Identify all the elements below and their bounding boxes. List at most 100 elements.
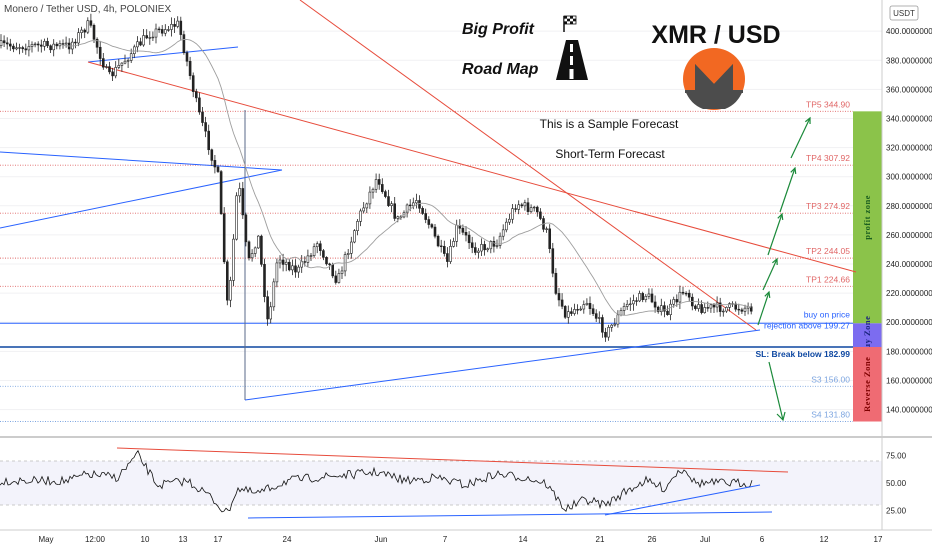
candle-body [371, 188, 375, 193]
candle-body [560, 299, 564, 307]
candle-body [74, 41, 77, 44]
candle-body [669, 303, 672, 316]
candle-body [393, 203, 397, 219]
candle-body [145, 35, 148, 39]
candle-body [557, 293, 561, 301]
time-tick-label: 17 [874, 535, 883, 544]
candle-body [424, 213, 428, 220]
candle-body [244, 214, 248, 243]
symbol-label: Monero / Tether USD, 4h, POLONIEX [4, 4, 171, 15]
candle-body [517, 204, 521, 210]
candle-body [198, 97, 201, 113]
candle-body [415, 200, 418, 204]
candle-body [480, 244, 483, 252]
candle-body [222, 213, 226, 263]
candle-body [173, 24, 176, 27]
candle-body [334, 275, 338, 283]
candle-body [396, 216, 400, 219]
forecast-arrowhead [790, 166, 797, 175]
candle-body [725, 307, 728, 312]
time-tick-label: 6 [760, 535, 765, 544]
forecast-arrowhead [764, 290, 771, 299]
candle-body [136, 41, 139, 48]
candle-body [129, 53, 133, 61]
time-tick-label: 21 [596, 535, 605, 544]
candle-body [269, 306, 273, 320]
candle-body [253, 247, 257, 254]
time-tick-label: 10 [141, 535, 150, 544]
rsi-line [0, 449, 753, 513]
forecast-arrow-down [768, 361, 784, 421]
title-road-map: Road Map [462, 61, 539, 78]
forecast-arrow-up [757, 291, 770, 326]
candle-body [5, 42, 9, 45]
candle-body [610, 324, 614, 328]
moving-average-line [62, 38, 752, 316]
rsi-trendline [116, 447, 789, 473]
candle-body [98, 46, 102, 59]
candle-body [418, 200, 421, 209]
candle-body [281, 259, 285, 265]
candle-body [384, 191, 387, 197]
candle-body [548, 228, 552, 249]
level-label: S3 156.00 [811, 374, 850, 384]
candle-body [191, 75, 195, 92]
candle-body [442, 246, 446, 254]
candle-body [539, 211, 542, 219]
candle-body [616, 314, 620, 325]
title-big-profit: Big Profit [462, 21, 535, 38]
zone-band [853, 111, 882, 324]
candle-body [470, 242, 474, 248]
candle-body [570, 311, 573, 314]
candle-body [672, 299, 676, 305]
currency-badge-label: USDT [893, 9, 915, 18]
road-icon [556, 40, 588, 80]
candle-body [263, 264, 266, 297]
candle-body [356, 221, 359, 232]
time-tick-label: 13 [179, 535, 188, 544]
candle-body [278, 259, 282, 264]
candle-body [284, 261, 288, 265]
candle-body [573, 309, 576, 314]
candle-body [607, 327, 610, 338]
price-tick-label: 360.00000000 [886, 85, 932, 94]
candle-body [318, 243, 322, 251]
price-tick-label: 180.00000000 [886, 347, 932, 356]
candle-body [33, 43, 37, 46]
time-tick-label: May [38, 535, 53, 544]
candle-body [64, 42, 68, 45]
candle-body [477, 250, 480, 253]
candle-body [235, 195, 238, 240]
candle-body [446, 253, 449, 262]
candle-body [92, 25, 96, 40]
trendline [0, 151, 283, 171]
candle-body [508, 218, 511, 223]
candle-body [160, 29, 164, 34]
candle-body [331, 264, 335, 277]
candle-body [294, 265, 297, 273]
time-tick-label: 26 [648, 535, 657, 544]
level-label: rejection above 199.27 [764, 320, 850, 330]
candle-body [740, 309, 744, 312]
candle-body [405, 204, 409, 214]
candle-body [179, 20, 183, 35]
candle-body [684, 292, 688, 295]
candle-body [377, 179, 381, 185]
candle-body [204, 122, 207, 132]
currency-badge[interactable]: USDT [889, 5, 919, 21]
candle-body [247, 241, 251, 259]
candle-body [322, 250, 325, 258]
candle-body [353, 230, 356, 243]
pair-title: XMR / USD [651, 21, 780, 49]
candle-body [501, 229, 505, 237]
candle-body [95, 38, 99, 48]
rsi-trendline [604, 484, 761, 516]
price-tick-label: 280.00000000 [886, 202, 932, 211]
candle-body [504, 221, 508, 231]
candle-body [303, 261, 307, 263]
price-tick-label: 340.00000000 [886, 114, 932, 123]
candle-body [641, 293, 645, 300]
candle-body [210, 149, 214, 161]
candle-body [529, 207, 533, 212]
